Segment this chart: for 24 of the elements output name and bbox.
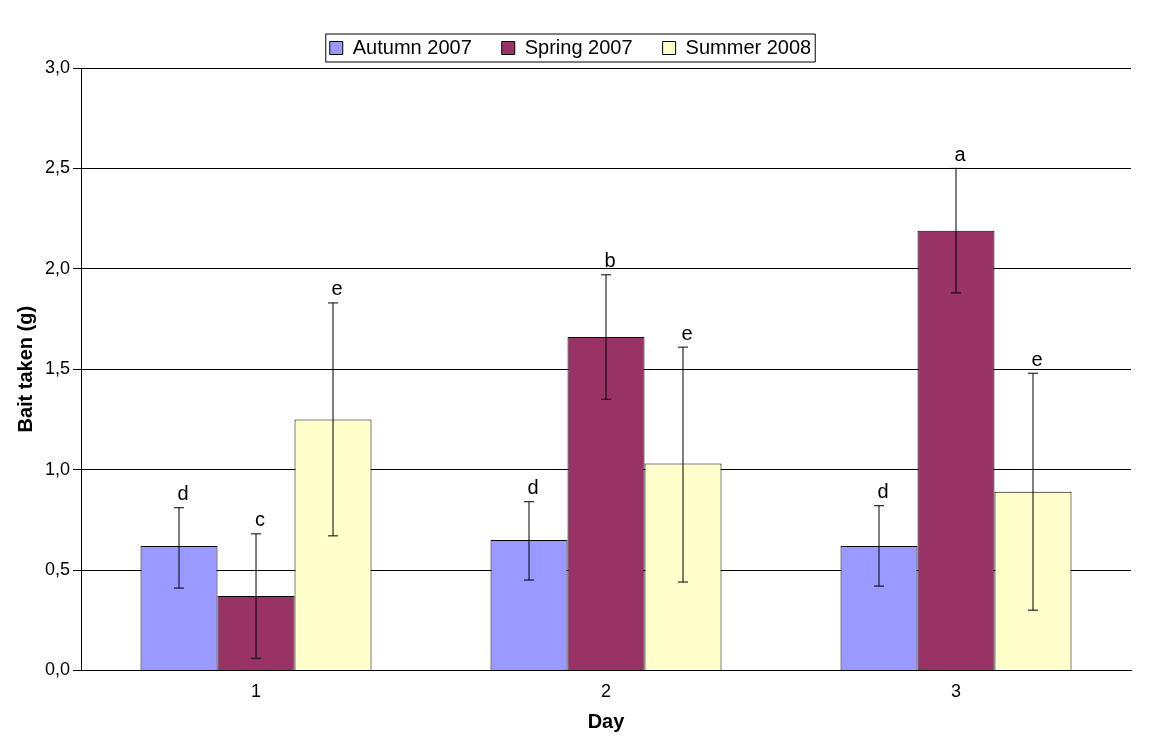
y-tick-label: 0,5 (44, 558, 71, 579)
y-tick-label: 1,0 (44, 458, 71, 479)
x-tick-label: 3 (951, 681, 962, 702)
annotation: c (255, 508, 266, 531)
x-axis-title: Day (587, 709, 626, 732)
x-tick-label: 1 (251, 681, 262, 702)
annotation: e (1031, 347, 1043, 370)
annotation: d (527, 476, 539, 499)
y-tick-label: 0,0 (44, 659, 71, 680)
y-tick-label: 3,0 (44, 56, 71, 77)
y-axis-title: Bait taken (g) (13, 305, 36, 433)
annotation: e (331, 277, 343, 300)
annotation: a (954, 142, 967, 165)
annotation: b (604, 249, 616, 272)
annotation: d (877, 480, 889, 503)
x-tick-label: 2 (601, 681, 612, 702)
legend-label: Summer 2008 (685, 35, 812, 58)
y-tick-label: 2,5 (44, 157, 71, 178)
y-tick-label: 2,0 (44, 257, 71, 278)
legend-label: Spring 2007 (524, 35, 633, 58)
annotation: d (177, 482, 189, 505)
y-tick-label: 1,5 (44, 358, 71, 379)
legend-label: Autumn 2007 (352, 35, 472, 58)
annotation: e (681, 321, 693, 344)
